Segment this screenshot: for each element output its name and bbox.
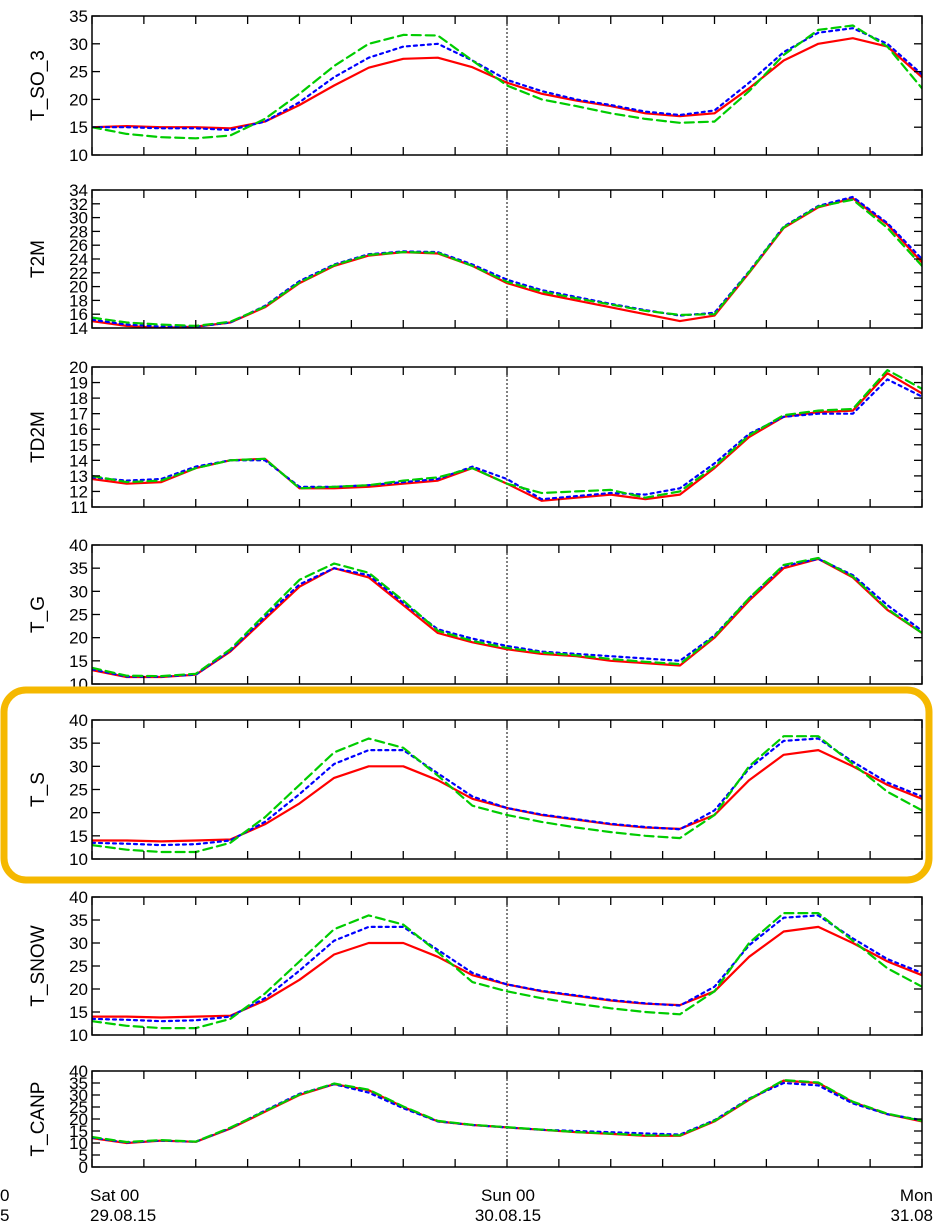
y-tick-label-t-snow: 20 (69, 980, 88, 999)
y-tick-label-td2m: 16 (69, 420, 88, 439)
y-tick-label-t2m: 30 (69, 209, 88, 228)
y-tick-label-t-canp: 15 (69, 1122, 88, 1141)
y-tick-label-t-canp: 10 (69, 1134, 88, 1153)
y-tick-label-t-g: 15 (69, 652, 88, 671)
y-tick-label-td2m: 15 (69, 436, 88, 455)
series-line-t-snow-1 (92, 914, 922, 1023)
y-axis-label-t-so-3: T_SO_3 (28, 50, 49, 121)
y-tick-label-t-so-3: 30 (69, 35, 88, 54)
y-tick-label-t2m: 18 (69, 291, 88, 310)
y-tick-label-t-so-3: 25 (69, 63, 88, 82)
y-tick-label-t2m: 24 (69, 250, 88, 269)
y-tick-label-t-g: 30 (69, 582, 88, 601)
x-label-date-1: 29.08.15 (90, 1206, 156, 1225)
y-tick-label-t-s: 30 (69, 757, 88, 776)
y-axis-label-t-g: T_G (28, 596, 49, 633)
y-tick-label-td2m: 13 (69, 467, 88, 486)
x-label-day-0: 0 (0, 1186, 9, 1205)
panel-t-so-3: 10 15 20 25 30 35 T_SO_3 (28, 7, 923, 165)
y-tick-label-t-g: 40 (69, 536, 88, 555)
y-tick-label-t-g: 20 (69, 629, 88, 648)
series-line-t-snow-0 (92, 925, 922, 1019)
panels-group: 101520253035T_SO_31416182022242628303234… (28, 7, 923, 1177)
series-line-t2m-2 (92, 198, 922, 327)
y-tick-label-t2m: 20 (69, 278, 88, 297)
y-tick-label-t-snow: 30 (69, 934, 88, 953)
series-line-t-so-3-0 (92, 37, 922, 130)
y-tick-label-td2m: 18 (69, 389, 88, 408)
series-line-t-canp-2 (92, 1078, 922, 1144)
y-tick-label-td2m: 11 (70, 498, 88, 517)
y-tick-label-t-snow: 35 (69, 911, 88, 930)
y-tick-label-t-snow: 15 (69, 1003, 88, 1022)
y-tick-label-t-so-3: 20 (69, 90, 88, 109)
y-tick-label-td2m: 17 (69, 405, 88, 424)
series-line-t2m-1 (92, 195, 922, 328)
x-label-date-2: 30.08.15 (475, 1206, 541, 1225)
y-tick-label-t-canp: 35 (69, 1074, 88, 1093)
y-tick-label-t-s: 40 (69, 711, 88, 730)
y-axis-label-td2m: TD2M (28, 411, 49, 463)
y-tick-label-t-so-3: 15 (69, 118, 88, 137)
y-tick-label-t-g: 25 (69, 606, 88, 625)
y-tick-label-t-canp: 40 (69, 1062, 88, 1081)
y-tick-label-t-s: 35 (69, 734, 88, 753)
y-tick-label-td2m: 20 (69, 358, 88, 377)
series-line-t-s-2 (92, 735, 922, 854)
series-line-t-so-3-1 (92, 27, 922, 132)
y-tick-label-t2m: 22 (69, 264, 88, 283)
x-label-day-1: Sat 00 (90, 1186, 139, 1205)
y-axis-label-t-snow: T_SNOW (28, 925, 49, 1006)
y-tick-label-t2m: 28 (69, 222, 88, 241)
y-tick-label-t-s: 20 (69, 804, 88, 823)
highlight-box (0, 686, 933, 884)
y-axis-label-t2m: T2M (28, 240, 49, 278)
x-label-day-2: Sun 00 (481, 1186, 535, 1205)
panel-t-snow: 10 15 20 25 30 35 40 T_SNOW (28, 888, 923, 1045)
x-axis-labels: 0 5 Sat 00 29.08.15 Sun 00 30.08.15 Mon … (0, 1186, 933, 1225)
y-tick-label-t-canp: 5 (79, 1146, 88, 1165)
y-tick-label-td2m: 12 (69, 482, 88, 501)
y-tick-label-t-snow: 10 (69, 1026, 88, 1045)
y-tick-label-t-s: 10 (69, 850, 88, 869)
y-tick-label-t-snow: 25 (69, 957, 88, 976)
y-tick-label-t-canp: 0 (79, 1158, 88, 1177)
x-label-date-0: 5 (0, 1206, 9, 1225)
series-line-t-g-0 (92, 557, 922, 679)
y-tick-label-t-so-3: 35 (69, 7, 88, 26)
y-tick-label-t-g: 35 (69, 559, 88, 578)
y-tick-label-td2m: 19 (69, 374, 88, 393)
y-tick-label-t-so-3: 10 (69, 146, 88, 165)
y-tick-label-t2m: 14 (69, 319, 88, 338)
y-tick-label-t-canp: 20 (69, 1110, 88, 1129)
y-axis-label-t-s: T_S (28, 772, 49, 807)
y-tick-label-t-canp: 25 (69, 1098, 88, 1117)
x-label-date-3: 31.08 (890, 1206, 933, 1225)
y-tick-label-t2m: 34 (69, 181, 88, 200)
series-line-t-snow-2 (92, 911, 922, 1030)
y-tick-label-t2m: 16 (69, 305, 88, 324)
series-line-t-so-3-2 (92, 24, 922, 140)
y-tick-label-td2m: 14 (69, 451, 88, 470)
y-tick-label-t-s: 15 (69, 827, 88, 846)
x-label-day-3: Mon (900, 1186, 933, 1205)
y-tick-label-t2m: 32 (69, 195, 88, 214)
y-axis-label-t-canp: T_CANP (28, 1082, 49, 1157)
panel-t-s: 10 15 20 25 30 35 40 T_S (28, 711, 923, 869)
y-tick-label-t-snow: 40 (69, 888, 88, 907)
series-line-td2m-2 (92, 369, 922, 499)
series-line-t-s-1 (92, 737, 922, 847)
y-tick-label-t-canp: 30 (69, 1086, 88, 1105)
y-tick-label-t-s: 25 (69, 781, 88, 800)
y-tick-label-t2m: 26 (69, 236, 88, 255)
series-line-t-s-0 (92, 748, 922, 843)
series-line-t-g-2 (92, 556, 922, 678)
